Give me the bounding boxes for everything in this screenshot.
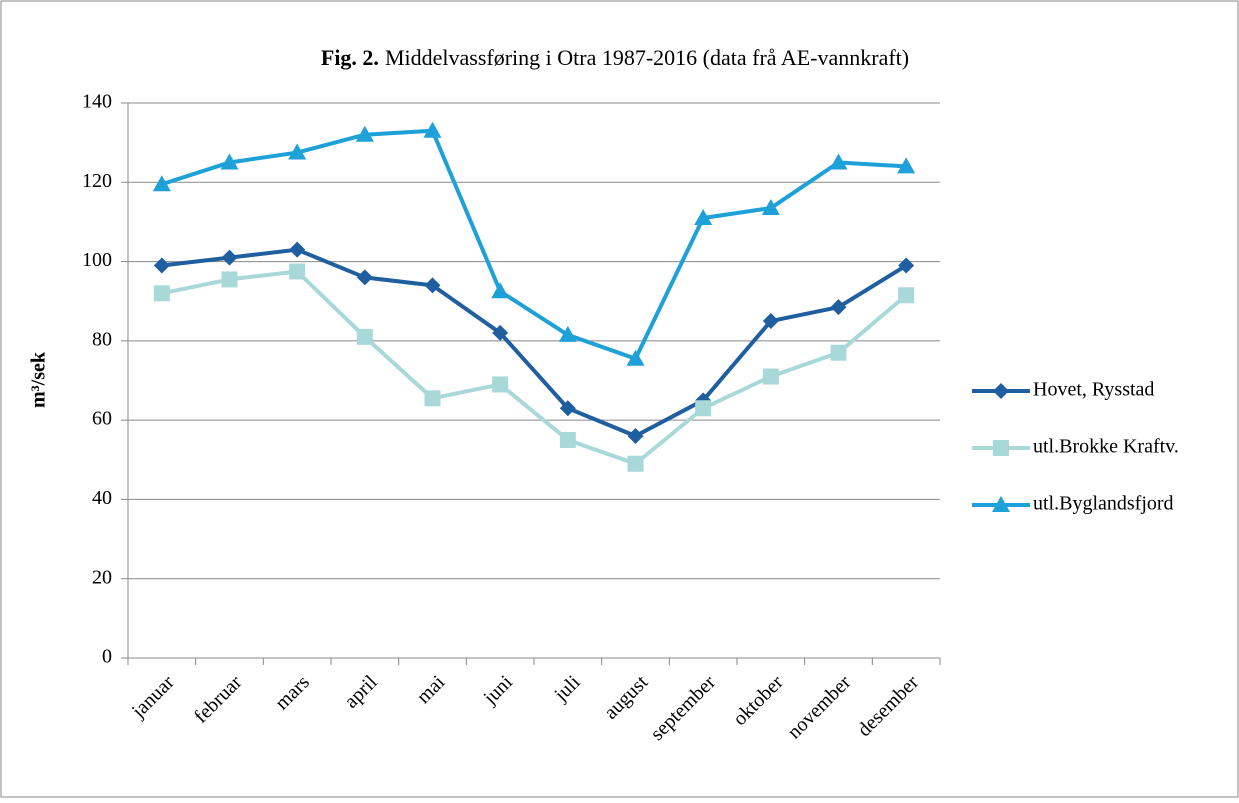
marker — [898, 257, 915, 274]
legend-label: Hovet, Rysstad — [1033, 379, 1154, 401]
marker — [762, 368, 779, 385]
marker — [992, 496, 1010, 512]
series-line — [161, 128, 907, 361]
legend-label: utl.Brokke Kraftv. — [1033, 436, 1179, 458]
marker — [355, 125, 374, 142]
marker — [762, 313, 779, 330]
legend-label: utl.Byglandsfjord — [1033, 493, 1174, 515]
y-tick-label: 0 — [102, 646, 112, 668]
marker — [424, 390, 441, 407]
marker — [627, 428, 644, 444]
marker — [695, 400, 712, 417]
marker — [153, 257, 170, 274]
marker — [761, 199, 780, 216]
marker — [559, 400, 576, 417]
marker — [492, 324, 509, 341]
marker — [153, 285, 170, 302]
marker — [830, 299, 847, 316]
marker — [559, 431, 576, 448]
y-tick-label: 40 — [92, 487, 112, 509]
y-tick-label: 100 — [82, 249, 112, 271]
y-tick-label: 80 — [92, 328, 112, 350]
marker — [221, 271, 238, 288]
marker — [829, 153, 848, 170]
y-tick-label: 60 — [92, 408, 112, 430]
marker — [221, 249, 238, 266]
chart-title-group: Fig. 2. Middelvassføring i Otra 1987-2016… — [321, 45, 909, 70]
series-line — [161, 247, 908, 438]
y-tick-label: 120 — [82, 170, 112, 192]
marker — [424, 277, 441, 294]
marker — [356, 328, 373, 345]
marker — [627, 455, 644, 472]
marker — [289, 263, 306, 280]
marker — [993, 440, 1009, 456]
marker — [626, 349, 645, 366]
marker — [558, 325, 577, 342]
y-tick-label: 20 — [92, 566, 112, 588]
marker — [993, 383, 1009, 399]
marker — [492, 376, 509, 393]
y-axis-label: m³/sek — [28, 351, 50, 408]
marker — [356, 269, 373, 286]
marker — [289, 241, 306, 258]
chart-title: Middelvassføring i Otra 1987-2016 (data … — [385, 45, 909, 70]
marker — [288, 143, 307, 160]
marker — [898, 287, 915, 304]
series-line — [161, 269, 908, 466]
marker — [830, 344, 847, 361]
marker — [694, 208, 713, 225]
marker — [152, 175, 171, 192]
y-tick-label: 140 — [82, 91, 112, 113]
marker — [897, 157, 916, 174]
marker — [423, 121, 442, 138]
marker — [491, 282, 510, 299]
figure-label: Fig. 2. — [321, 45, 379, 70]
marker — [220, 153, 239, 170]
